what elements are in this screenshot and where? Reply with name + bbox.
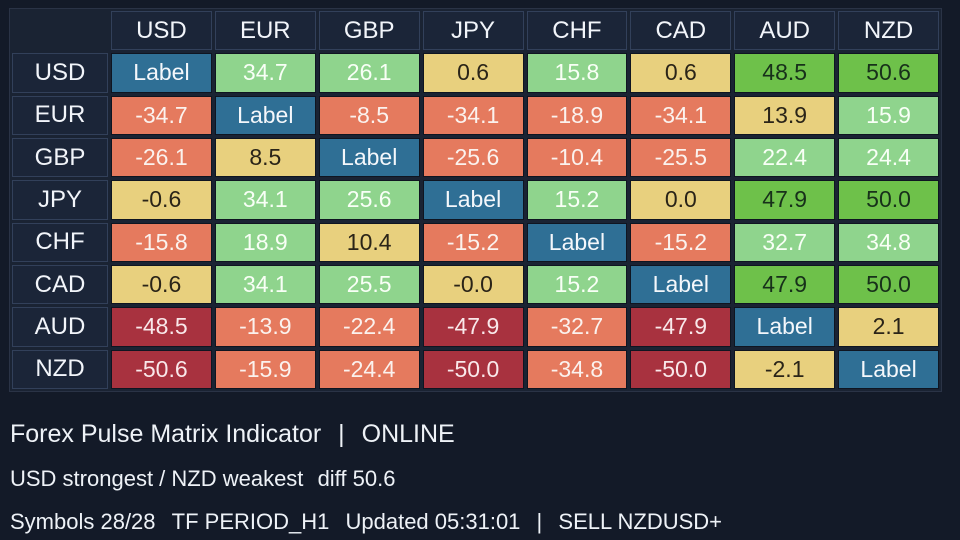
matrix-cell: 34.8: [838, 222, 939, 262]
matrix-cell: 15.2: [526, 180, 628, 220]
symbols-count: Symbols 28/28: [10, 509, 156, 534]
details-line: Symbols 28/28 TF PERIOD_H1 Updated 05:31…: [10, 511, 722, 533]
matrix-cell: -18.9: [526, 95, 628, 135]
matrix-cell: -15.2: [422, 222, 524, 262]
matrix-cell: -15.2: [630, 222, 732, 262]
status-separator: |: [338, 420, 345, 448]
matrix-cell: -47.9: [422, 307, 524, 347]
column-header-gbp: GBP: [318, 11, 420, 51]
matrix-cell: 50.6: [838, 53, 939, 93]
matrix-cell: -50.0: [422, 349, 524, 389]
matrix-cell: 0.6: [422, 53, 524, 93]
column-header-jpy: JPY: [422, 11, 524, 51]
matrix-cell: -34.1: [422, 95, 524, 135]
row-header-jpy: JPY: [12, 180, 108, 220]
column-header-eur: EUR: [214, 11, 316, 51]
matrix-cell-label: Label: [526, 222, 628, 262]
matrix-cell: -2.1: [734, 349, 836, 389]
column-header-usd: USD: [111, 11, 212, 51]
matrix-cell-label: Label: [734, 307, 836, 347]
matrix-cell: -47.9: [630, 307, 732, 347]
matrix-cell: -22.4: [318, 307, 420, 347]
matrix-cell: -34.1: [630, 95, 732, 135]
matrix-cell: -25.6: [422, 137, 524, 178]
matrix-cell: -24.4: [318, 349, 420, 389]
connection-status: ONLINE: [361, 420, 455, 448]
matrix-cell: 2.1: [838, 307, 939, 347]
matrix-cell: 8.5: [214, 137, 316, 178]
matrix-cell: 22.4: [734, 137, 836, 178]
matrix-cell: -8.5: [318, 95, 420, 135]
matrix-cell: 25.6: [318, 180, 420, 220]
matrix-cell: 32.7: [734, 222, 836, 262]
matrix-cell: 34.1: [214, 264, 316, 305]
matrix-cell: 0.6: [630, 53, 732, 93]
matrix-cell: 47.9: [734, 264, 836, 305]
matrix-cell-label: Label: [838, 349, 939, 389]
matrix-cell-label: Label: [630, 264, 732, 305]
matrix-cell: 18.9: [214, 222, 316, 262]
matrix-cell: 25.5: [318, 264, 420, 305]
matrix-cell: 34.1: [214, 180, 316, 220]
matrix-cell: -0.6: [111, 264, 212, 305]
matrix-cell: -26.1: [111, 137, 212, 178]
row-header-usd: USD: [12, 53, 108, 93]
matrix-cell: 48.5: [734, 53, 836, 93]
matrix-cell: 15.8: [526, 53, 628, 93]
matrix-cell: -13.9: [214, 307, 316, 347]
matrix-cell: -50.0: [630, 349, 732, 389]
matrix-cell: 34.7: [214, 53, 316, 93]
matrix-cell: -50.6: [111, 349, 212, 389]
row-header-gbp: GBP: [12, 137, 108, 178]
matrix-cell-label: Label: [111, 53, 212, 93]
matrix-cell: -25.5: [630, 137, 732, 178]
matrix-cell: -34.7: [111, 95, 212, 135]
matrix-cell: 26.1: [318, 53, 420, 93]
matrix-cell: -15.8: [111, 222, 212, 262]
timeframe: TF PERIOD_H1: [171, 509, 330, 534]
matrix-corner: [12, 11, 108, 50]
matrix-cell-label: Label: [318, 137, 420, 178]
indicator-name: Forex Pulse Matrix Indicator: [10, 420, 322, 448]
matrix-cell: -0.6: [111, 180, 212, 220]
matrix-cell-label: Label: [422, 180, 524, 220]
matrix-cell: -34.8: [526, 349, 628, 389]
row-header-nzd: NZD: [12, 349, 108, 389]
matrix-cell: 15.2: [526, 264, 628, 305]
column-header-nzd: NZD: [838, 11, 939, 51]
matrix-cell: 15.9: [838, 95, 939, 135]
details-separator: |: [536, 509, 543, 534]
strength-summary-line: USD strongest / NZD weakest diff 50.6: [10, 468, 395, 490]
matrix-cell: -48.5: [111, 307, 212, 347]
row-header-eur: EUR: [12, 95, 108, 135]
row-header-chf: CHF: [12, 222, 108, 262]
matrix-cell: 13.9: [734, 95, 836, 135]
matrix-cell: -32.7: [526, 307, 628, 347]
updated-time: Updated 05:31:01: [345, 509, 521, 534]
trade-signal: SELL NZDUSD+: [558, 509, 723, 534]
matrix-cell: 10.4: [318, 222, 420, 262]
matrix-cell: -15.9: [214, 349, 316, 389]
column-header-chf: CHF: [526, 11, 628, 51]
row-header-cad: CAD: [12, 264, 108, 305]
matrix-cell-label: Label: [214, 95, 316, 135]
matrix-cell: 24.4: [838, 137, 939, 178]
strength-diff: diff 50.6: [317, 466, 396, 491]
matrix-cell: 50.0: [838, 264, 939, 305]
indicator-status-line: Forex Pulse Matrix Indicator | ONLINE: [10, 422, 455, 447]
matrix-cell: -10.4: [526, 137, 628, 178]
row-header-aud: AUD: [12, 307, 108, 347]
column-header-cad: CAD: [630, 11, 732, 51]
strength-summary: USD strongest / NZD weakest: [10, 466, 304, 491]
currency-strength-matrix: USD EUR GBP JPY CHF CAD AUD NZD USD Label 34.7 26.1…: [9, 8, 942, 392]
matrix-cell: -0.0: [422, 264, 524, 305]
matrix-cell: 47.9: [734, 180, 836, 220]
column-header-aud: AUD: [734, 11, 836, 51]
matrix-cell: 0.0: [630, 180, 732, 220]
matrix-cell: 50.0: [838, 180, 939, 220]
